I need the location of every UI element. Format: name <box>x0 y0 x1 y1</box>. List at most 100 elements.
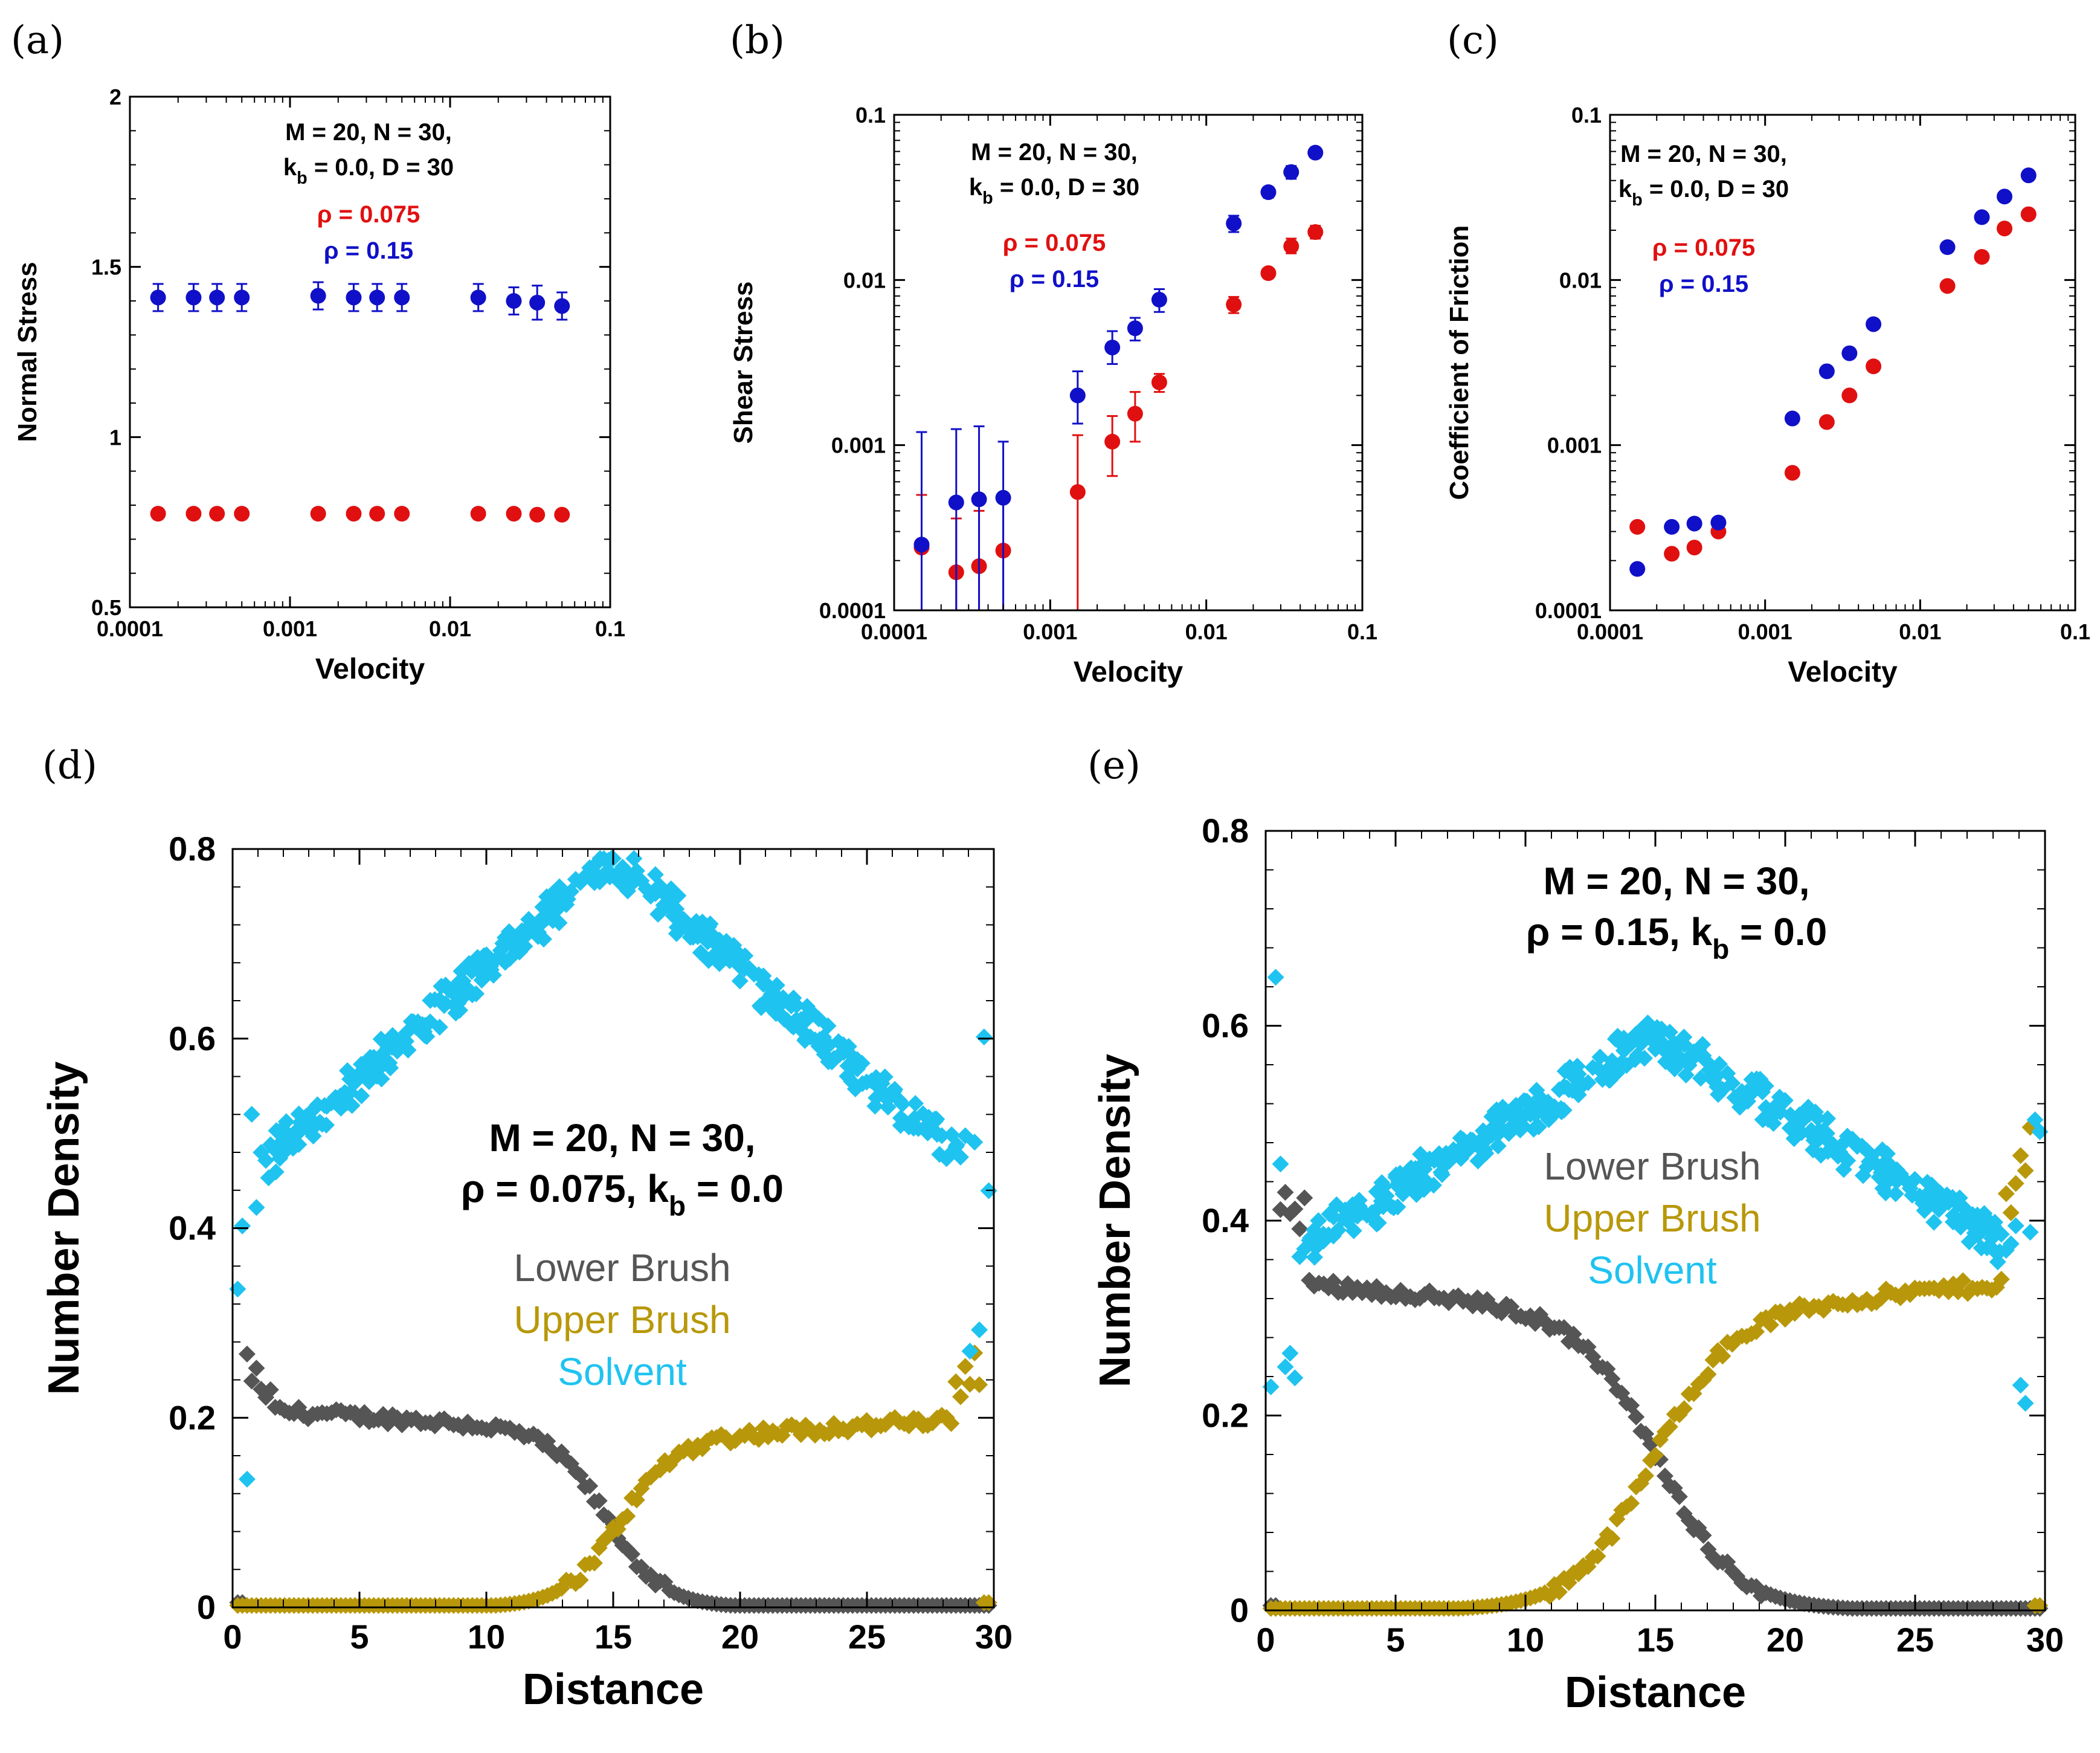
plot-frame <box>1609 114 2076 612</box>
y-tick-label: 0.8 <box>1202 812 1249 850</box>
series-blue <box>1629 167 2037 577</box>
data-point <box>209 506 225 522</box>
series-solvent <box>229 850 997 1488</box>
solvent-point <box>1417 1175 1435 1193</box>
solvent-point <box>422 992 439 1009</box>
solvent-point <box>1754 1111 1771 1128</box>
legend-entry: ρ = 0.15 <box>1010 266 1099 292</box>
lower-brush-point <box>243 1372 260 1390</box>
solvent-point <box>1558 1079 1576 1097</box>
data-point <box>346 289 362 306</box>
x-tick-label: 0.0001 <box>861 619 927 644</box>
x-tick-label: 20 <box>721 1618 759 1656</box>
solvent-point <box>2007 1217 2024 1235</box>
y-tick-label: 0.001 <box>831 433 886 458</box>
solvent-point <box>1394 1185 1412 1203</box>
upper-brush-point <box>1997 1185 2015 1203</box>
series-upper-brush <box>229 1344 997 1614</box>
solvent-point <box>1694 1036 1712 1053</box>
x-tick-label: 0.0001 <box>1577 619 1643 644</box>
data-point <box>1686 540 1702 556</box>
annotation-line-2: kb = 0.0, D = 30 <box>283 154 454 188</box>
solvent-point <box>316 1097 333 1114</box>
solvent-point <box>602 850 620 867</box>
x-tick-label: 0.1 <box>2060 619 2090 644</box>
solvent-point <box>1350 1198 1368 1215</box>
solvent-point <box>1375 1178 1393 1196</box>
upper-brush-point <box>1699 1366 1717 1383</box>
solvent-point <box>1369 1199 1387 1217</box>
data-point <box>1104 433 1121 450</box>
solvent-point <box>1906 1170 1924 1188</box>
x-tick-label: 0.01 <box>1899 619 1941 644</box>
solvent-point <box>894 1096 911 1113</box>
y-tick-label: 2 <box>109 85 121 109</box>
solvent-point <box>1677 1067 1695 1084</box>
x-tick-label: 0.0001 <box>97 616 163 641</box>
x-axis-label: Distance <box>1565 1668 1746 1717</box>
solvent-point <box>1306 1248 1323 1266</box>
solvent-point <box>785 1018 802 1036</box>
solvent-point <box>646 866 664 883</box>
solvent-point <box>248 1199 265 1216</box>
solvent-point <box>1743 1071 1760 1088</box>
solvent-point <box>469 949 486 966</box>
solvent-point <box>431 1018 448 1036</box>
solvent-point <box>966 1134 984 1151</box>
lower-brush-point <box>1695 1526 1712 1544</box>
solvent-point <box>975 1028 993 1046</box>
solvent-point <box>655 897 672 914</box>
data-point <box>1283 238 1300 254</box>
solvent-point <box>1653 1020 1670 1038</box>
solvent-point <box>382 1059 399 1077</box>
y-tick-label: 0.4 <box>1202 1201 1249 1239</box>
data-point <box>2020 167 2037 184</box>
solvent-point <box>399 1041 417 1059</box>
solvent-point <box>285 1140 302 1157</box>
solvent-point <box>1757 1077 1774 1095</box>
data-point <box>554 506 570 523</box>
solvent-point <box>606 868 623 885</box>
solvent-point <box>705 933 723 951</box>
data-point <box>369 289 385 306</box>
solvent-point <box>1615 1042 1632 1059</box>
solvent-point <box>1437 1144 1455 1162</box>
annotation-line-2-post: = 0.0 <box>1729 910 1827 954</box>
x-tick-label: 20 <box>1767 1621 1804 1659</box>
data-point <box>971 491 987 508</box>
solvent-point <box>892 1117 909 1134</box>
annotation-line-1: M = 20, N = 30, <box>971 139 1138 166</box>
solvent-point <box>234 1217 251 1235</box>
solvent-point <box>353 1087 370 1105</box>
solvent-point <box>304 1127 322 1144</box>
plot-frame <box>231 848 995 1609</box>
solvent-point <box>595 866 613 883</box>
data-point <box>1127 405 1143 422</box>
data-point <box>2020 206 2037 222</box>
data-point <box>995 489 1011 506</box>
panel-d: 0 5 10 15 20 25 30 0 0.2 0.4 0.6 0.8 Distance Number … <box>40 743 1013 1714</box>
data-point <box>150 289 166 306</box>
solvent-point <box>1262 1378 1280 1395</box>
solvent-point <box>468 985 485 1002</box>
y-tick-label: 0.6 <box>169 1019 216 1057</box>
data-point <box>913 537 930 553</box>
solvent-point <box>1455 1141 1473 1159</box>
x-tick-label: 5 <box>1386 1621 1405 1659</box>
plot-frame <box>893 114 1364 612</box>
solvent-point <box>1626 1051 1644 1068</box>
y-tick-label: 0.2 <box>1202 1396 1249 1435</box>
annotation-line-2: kb = 0.0, D = 30 <box>1618 176 1789 210</box>
x-axis-label: Distance <box>523 1665 704 1714</box>
solvent-point <box>768 977 785 994</box>
solvent-point <box>736 947 754 964</box>
solvent-point <box>1402 1159 1420 1177</box>
solvent-point <box>1973 1239 1990 1257</box>
solvent-point <box>1561 1059 1579 1076</box>
solvent-point <box>1416 1160 1433 1178</box>
data-point <box>1866 316 1882 332</box>
data-point <box>470 506 486 522</box>
annotation-line-2: ρ = 0.075, kb = 0.0 <box>461 1167 784 1221</box>
solvent-point <box>819 1017 837 1035</box>
solvent-point <box>928 1110 945 1128</box>
